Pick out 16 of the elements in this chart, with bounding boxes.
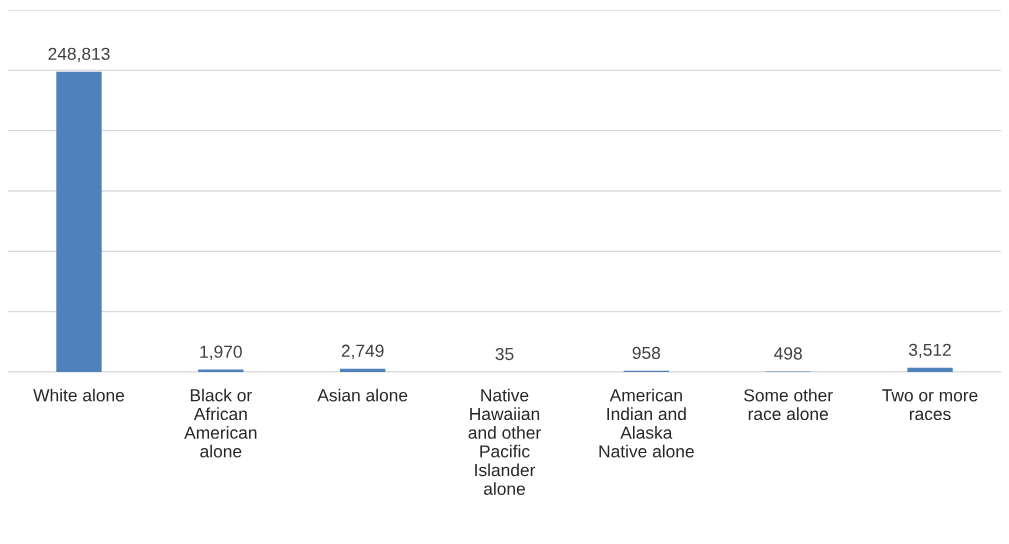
x-tick-label: American Indian and Alaska Native alone bbox=[599, 388, 694, 458]
x-tick-label: Black or African American alone bbox=[184, 388, 257, 458]
x-tick-label: Two or more races bbox=[882, 389, 978, 421]
bar bbox=[907, 367, 953, 372]
x-tick-label: Asian alone bbox=[317, 388, 408, 402]
bar bbox=[56, 71, 102, 372]
data-label: 3,512 bbox=[908, 343, 951, 359]
data-label: 958 bbox=[632, 346, 661, 360]
data-label: 35 bbox=[495, 347, 514, 361]
x-tick-label: White alone bbox=[33, 388, 125, 402]
data-label: 2,749 bbox=[341, 344, 384, 359]
data-label: 1,970 bbox=[200, 345, 242, 360]
x-tick-label: Some other race alone bbox=[744, 388, 833, 421]
x-tick-label: Native Hawaiian and other Pacific Islander alone bbox=[468, 388, 541, 495]
data-label: 248,813 bbox=[48, 47, 110, 63]
data-label: 498 bbox=[774, 347, 802, 360]
